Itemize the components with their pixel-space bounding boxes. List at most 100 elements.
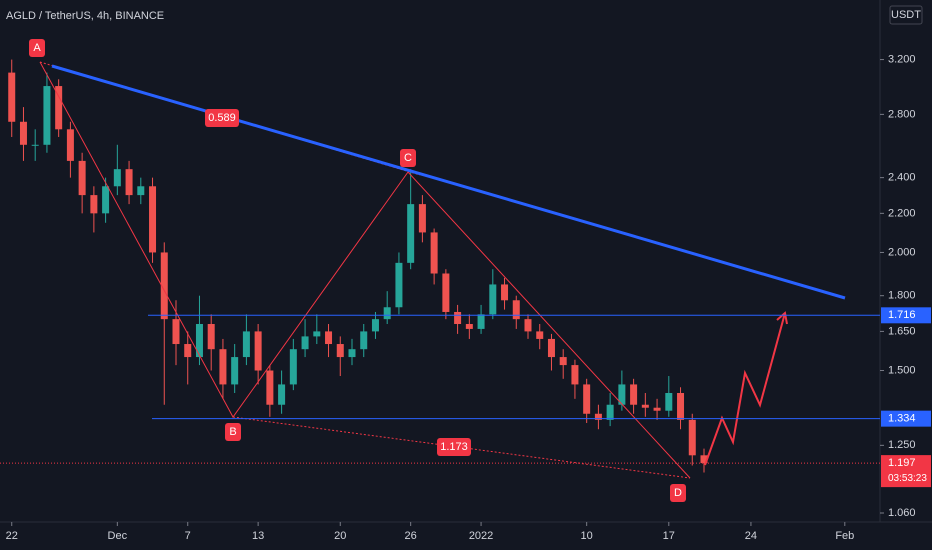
level-badge [881, 410, 931, 427]
y-tick-label: 2.000 [888, 246, 916, 258]
candle-body [254, 331, 262, 371]
candle-body [395, 262, 403, 308]
y-tick-label: 2.400 [888, 172, 916, 184]
projection-path [704, 312, 786, 466]
x-tick-label: 17 [663, 530, 675, 542]
ratio-tag-label: 0.589 [208, 112, 236, 124]
drawings [0, 61, 880, 479]
ratio-tag [205, 109, 239, 127]
x-tick-label: 22 [6, 530, 18, 542]
y-tick-label: 1.650 [888, 325, 916, 337]
candle-body [677, 393, 685, 420]
x-tick-label: 26 [405, 530, 417, 542]
candle-body [113, 169, 121, 187]
currency-label: USDT [891, 9, 921, 21]
candle-body [160, 252, 168, 320]
y-tick-label: 2.200 [888, 207, 916, 219]
candle-body [43, 86, 51, 145]
level-badge-label: 1.334 [888, 413, 916, 425]
y-tick-label: 1.500 [888, 364, 916, 376]
candle-body [407, 204, 415, 263]
candle-body [313, 331, 321, 337]
candle-body [278, 384, 286, 405]
candle-body [348, 349, 356, 358]
level-badge-label: 1.716 [888, 309, 916, 321]
candle-body [78, 160, 86, 196]
candle-body [90, 195, 98, 214]
candle-body [559, 357, 567, 366]
candle-body [231, 357, 239, 385]
candle-body [618, 384, 626, 405]
candles [8, 59, 708, 473]
candle-body [242, 331, 250, 358]
point-tag-label: D [674, 487, 682, 499]
candle-body [219, 349, 227, 385]
candle-body [571, 365, 579, 385]
candle-body [383, 307, 391, 320]
projection-arrowhead [776, 311, 788, 325]
x-tick-label: 10 [581, 530, 593, 542]
last-price-badge [881, 455, 931, 488]
candle-body [149, 186, 157, 253]
candle-body [606, 404, 614, 420]
y-tick-label: 1.800 [888, 290, 916, 302]
candle-body [665, 393, 673, 411]
x-tick-label: 2022 [469, 530, 493, 542]
candle-body [477, 314, 485, 329]
y-tick-label: 1.060 [888, 507, 916, 519]
candle-body [325, 331, 333, 345]
candle-body [653, 407, 661, 411]
candle-body [465, 324, 473, 329]
candle-body [454, 311, 462, 325]
pattern-line [39, 61, 691, 479]
x-tick-label: Dec [108, 530, 128, 542]
x-tick-label: Feb [835, 530, 854, 542]
trend-line [51, 64, 846, 300]
currency-badge [889, 5, 923, 25]
candle-body [184, 344, 192, 358]
candle-body [19, 121, 27, 145]
ratio-tag [437, 438, 471, 456]
candle-body [430, 232, 438, 274]
candle-body [489, 284, 497, 315]
candle-body [55, 86, 63, 130]
candle-body [66, 129, 74, 161]
candle-body [442, 273, 450, 312]
candle-body [371, 319, 379, 332]
last-price-label: 1.197 [888, 457, 916, 469]
point-tag-label: B [229, 426, 236, 438]
candle-body [512, 300, 520, 320]
candle-body [8, 72, 16, 122]
candle-body [547, 338, 555, 358]
point-tag-label: C [404, 152, 412, 164]
candle-body [102, 186, 110, 214]
candle-body [31, 144, 39, 146]
chart-title: AGLD / TetherUS, 4h, BINANCE [6, 10, 164, 22]
candle-body [266, 370, 274, 405]
y-tick-label: 2.800 [888, 108, 916, 120]
candle-body [195, 324, 203, 358]
candle-body [583, 384, 591, 414]
candle-body [630, 384, 638, 405]
ratio-tag-label: 1.173 [440, 441, 468, 453]
x-tick-label: 7 [185, 530, 191, 542]
point-tag [400, 149, 416, 167]
candle-body [207, 324, 215, 350]
candle-body [594, 413, 602, 420]
level-badge [881, 307, 931, 324]
candle-body [360, 331, 368, 350]
ratio-line [232, 416, 691, 479]
candle-body [700, 455, 708, 464]
candle-body [536, 331, 544, 339]
x-tick-label: 20 [334, 530, 346, 542]
point-tag-label: A [33, 42, 41, 54]
candle-body [137, 186, 145, 196]
point-tag [29, 39, 45, 57]
candle-body [172, 319, 180, 345]
y-tick-label: 3.200 [888, 53, 916, 65]
y-tick-label: 1.250 [888, 439, 916, 451]
candle-body [501, 284, 509, 301]
candle-body [301, 336, 309, 350]
